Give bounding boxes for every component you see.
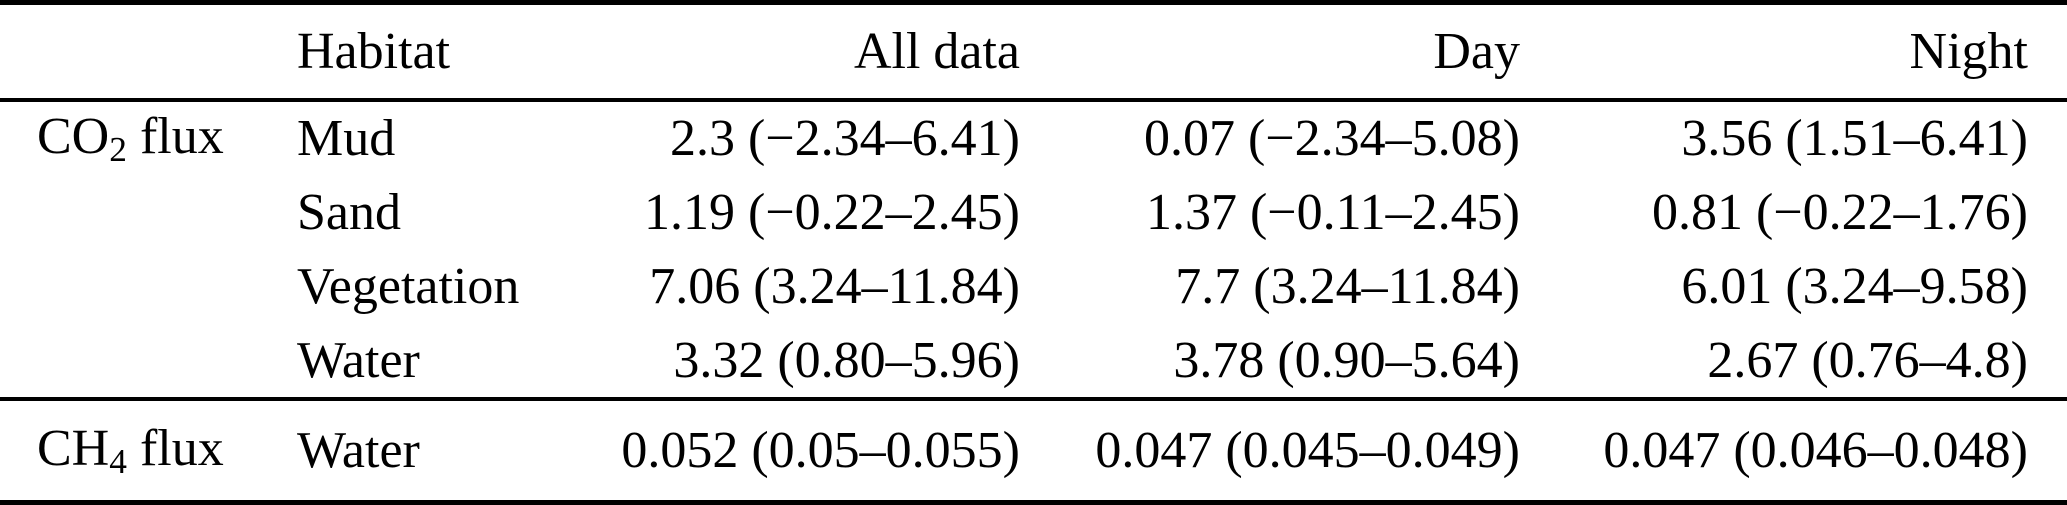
value-day: 0.047 (0.045–0.049): [1020, 396, 1520, 500]
habitat-cell: Water: [297, 396, 520, 500]
habitat-cell: Sand: [297, 184, 401, 242]
header-habitat: Habitat: [297, 5, 520, 102]
value-night: 3.56 (1.51–6.41): [1681, 110, 2028, 168]
value-day: 7.7 (3.24–11.84): [1175, 257, 1520, 315]
habitat-cell: Vegetation: [297, 257, 520, 315]
chem-formula-base: CH: [37, 420, 110, 478]
header-row: Habitat All data Day Night: [0, 5, 2067, 102]
table-header: Habitat All data Day Night: [0, 5, 2067, 102]
value-all-data: 1.19 (−0.22–2.45): [644, 184, 1020, 242]
value-day: 0.07 (−2.34–5.08): [1144, 110, 1520, 168]
ch4-flux-section: CH4 flux Water 0.052 (0.05–0.055) 0.047 …: [0, 396, 2067, 500]
chem-formula-rest: flux: [126, 420, 224, 478]
table-row-co2-vegetation: Vegetation 7.06 (3.24–11.84) 7.7 (3.24–1…: [0, 249, 2067, 323]
header-empty-cell: [0, 5, 297, 102]
value-day: 3.78 (0.90–5.64): [1173, 331, 1520, 389]
chem-formula-base: CO: [37, 108, 110, 166]
chem-formula-rest: flux: [126, 108, 224, 166]
value-night: 2.67 (0.76–4.8): [1707, 331, 2028, 389]
value-all-data: 3.32 (0.80–5.96): [673, 331, 1020, 389]
habitat-cell: Mud: [297, 110, 396, 168]
table-row-co2-sand: Sand 1.19 (−0.22–2.45) 1.37 (−0.11–2.45)…: [0, 176, 2067, 250]
row-group-label-spacer: [0, 249, 297, 323]
row-group-label-ch4: CH4 flux: [0, 396, 297, 500]
chem-formula-subscript: 2: [109, 129, 127, 170]
row-group-label-co2: CO2 flux: [0, 102, 297, 176]
header-night: Night: [1520, 5, 2067, 102]
value-night: 6.01 (3.24–9.58): [1681, 257, 2028, 315]
header-all-data: All data: [520, 5, 1020, 102]
co2-flux-section: CO2 flux Mud 2.3 (−2.34–6.41) 0.07 (−2.3…: [0, 102, 2067, 397]
value-all-data: 2.3 (−2.34–6.41): [670, 110, 1020, 168]
table-row-ch4-water: CH4 flux Water 0.052 (0.05–0.055) 0.047 …: [0, 396, 2067, 500]
value-all-data: 0.052 (0.05–0.055): [520, 396, 1020, 500]
header-day: Day: [1020, 5, 1520, 102]
value-night: 0.047 (0.046–0.048): [1520, 396, 2067, 500]
value-all-data: 7.06 (3.24–11.84): [649, 257, 1020, 315]
table-row-co2-water: Water 3.32 (0.80–5.96) 3.78 (0.90–5.64) …: [0, 323, 2067, 397]
table-row-co2-mud: CO2 flux Mud 2.3 (−2.34–6.41) 0.07 (−2.3…: [0, 102, 2067, 176]
row-group-label-spacer: [0, 176, 297, 250]
habitat-cell: Water: [297, 331, 420, 389]
chem-formula-subscript: 4: [109, 440, 127, 481]
row-group-label-spacer: [0, 323, 297, 397]
value-day: 1.37 (−0.11–2.45): [1145, 184, 1520, 242]
value-night: 0.81 (−0.22–1.76): [1652, 184, 2028, 242]
